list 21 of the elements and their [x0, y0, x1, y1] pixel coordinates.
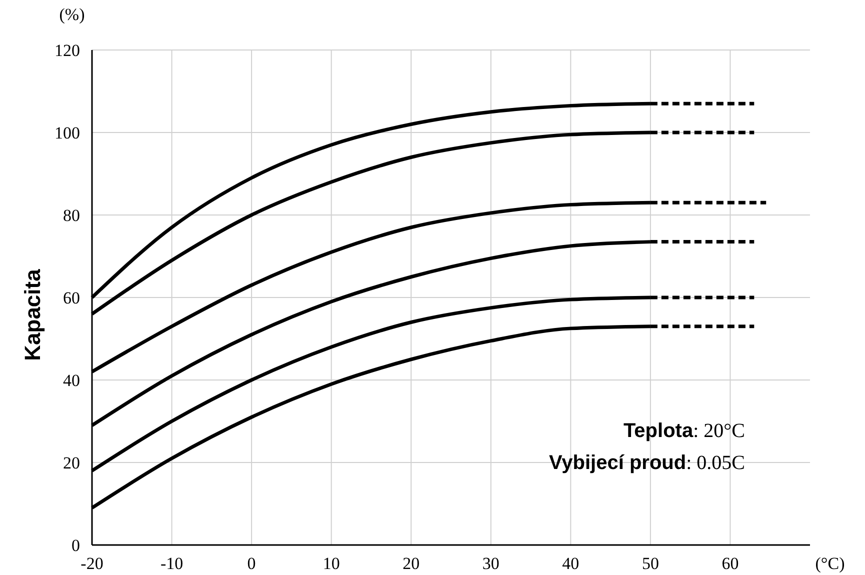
x-tick-label: 30	[482, 554, 500, 573]
x-tick-label: 50	[642, 554, 659, 573]
y-axis-title: Kapacita	[20, 268, 45, 361]
y-tick-label: 80	[63, 206, 80, 225]
annotation: Vybijecí proud: 0.05C	[549, 452, 745, 474]
x-tick-label: 40	[562, 554, 580, 573]
y-tick-label: 100	[54, 124, 80, 142]
x-tick-label: -20	[80, 554, 104, 573]
y-tick-label: 20	[63, 454, 80, 472]
x-tick-label: 10	[322, 554, 340, 573]
annotation: Teplota: 20°C	[623, 420, 745, 442]
text: (%)	[59, 5, 85, 24]
x-tick-label: 20	[402, 554, 420, 573]
x-tick-label: 0	[247, 554, 256, 573]
x-tick-label: 60	[722, 554, 739, 573]
y-tick-label: 40	[63, 371, 80, 390]
x-axis-title: (°C)	[815, 554, 845, 573]
y-tick-label: 60	[63, 288, 80, 308]
y-tick-label: 120	[54, 41, 80, 60]
y-tick-label: 0	[72, 536, 80, 555]
x-tick-label: -10	[160, 554, 184, 573]
